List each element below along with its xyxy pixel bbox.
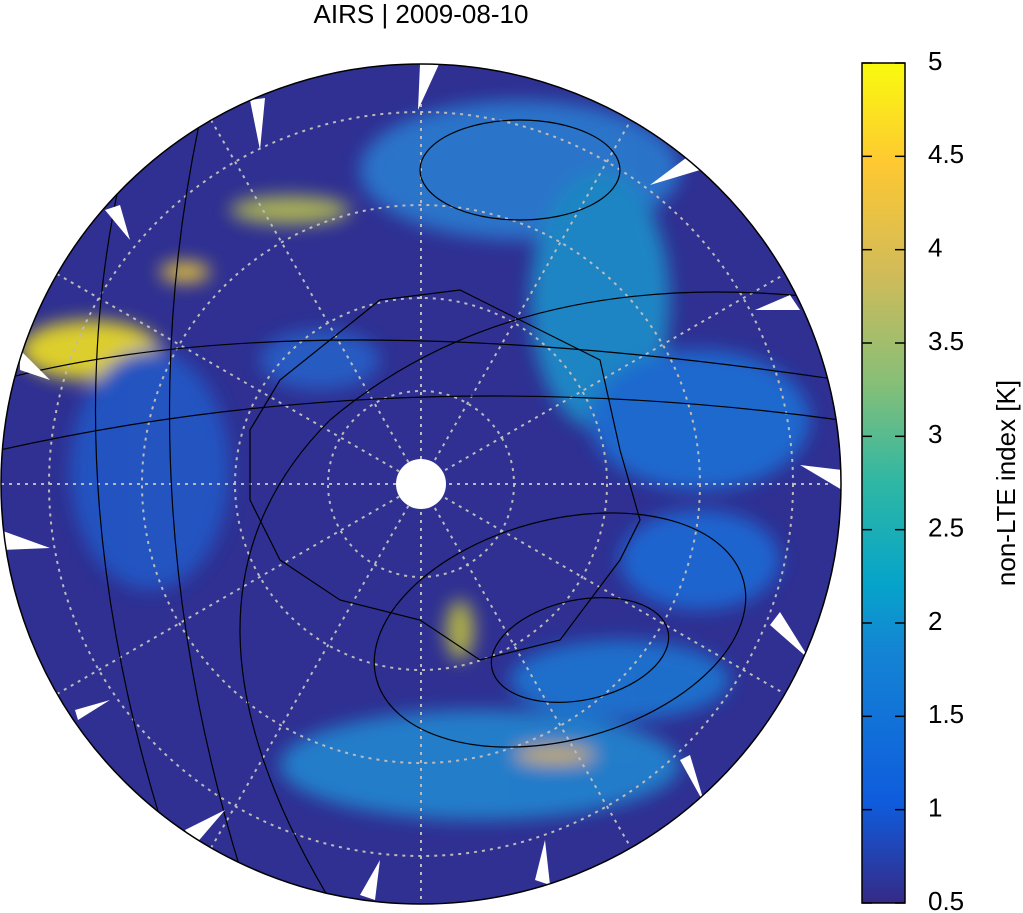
- colorbar-tick-label: 4.5: [928, 139, 964, 169]
- map: [1, 64, 841, 904]
- colorbar-tick-label: 3.5: [928, 326, 964, 356]
- colorbar-tick-label: 1: [928, 793, 942, 823]
- title: AIRS | 2009-08-10: [314, 0, 529, 29]
- colorbar-tick-label: 1.5: [928, 699, 964, 729]
- colorbar-tick-label: 3: [928, 419, 942, 449]
- colorbar: [861, 62, 906, 904]
- colorbar-tick-label: 0.5: [928, 886, 964, 913]
- colorbar-tick-label: 2: [928, 606, 942, 636]
- colorbar-label: non-LTE index [K]: [991, 380, 1021, 586]
- colorbar-tick-label: 5: [928, 46, 942, 76]
- colorbar-tick-label: 2.5: [928, 513, 964, 543]
- colorbar-tick-label: 4: [928, 233, 942, 263]
- map-border: [0, 63, 842, 905]
